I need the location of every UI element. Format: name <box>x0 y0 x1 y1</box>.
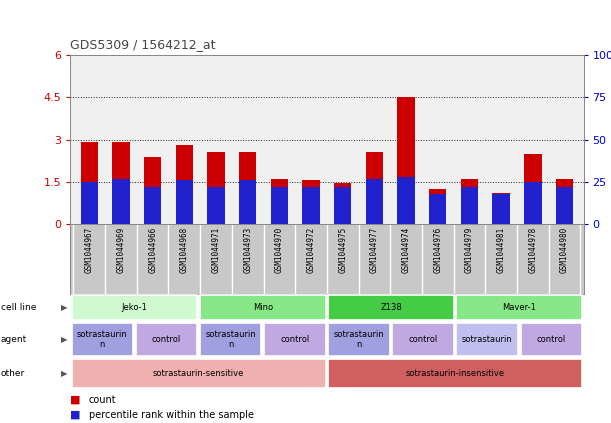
Text: control: control <box>409 335 437 344</box>
Text: ▶: ▶ <box>60 369 67 378</box>
Bar <box>492 194 510 224</box>
Bar <box>136 323 197 356</box>
Bar <box>264 323 326 356</box>
Bar <box>200 323 262 356</box>
Bar <box>200 295 326 320</box>
Bar <box>334 183 351 224</box>
Bar <box>397 97 415 224</box>
Bar <box>239 180 257 224</box>
Bar <box>429 189 447 224</box>
Bar <box>302 187 320 224</box>
Text: GSM1044977: GSM1044977 <box>370 226 379 272</box>
Bar <box>175 145 193 224</box>
Text: Mino: Mino <box>253 303 273 312</box>
Text: ■: ■ <box>70 395 81 405</box>
Text: GDS5309 / 1564212_at: GDS5309 / 1564212_at <box>70 38 216 51</box>
Text: ▶: ▶ <box>60 335 67 344</box>
Text: GSM1044966: GSM1044966 <box>148 226 157 272</box>
Bar <box>144 187 161 224</box>
Bar <box>239 152 257 224</box>
Bar <box>302 181 320 224</box>
Text: sotrastaurin-sensitive: sotrastaurin-sensitive <box>153 369 244 378</box>
Bar <box>71 359 326 388</box>
Bar <box>366 179 383 224</box>
Text: agent: agent <box>1 335 27 344</box>
Bar <box>112 143 130 224</box>
Bar <box>207 152 225 224</box>
Bar <box>524 154 541 224</box>
Text: sotrastaurin
n: sotrastaurin n <box>77 330 128 349</box>
Text: GSM1044976: GSM1044976 <box>433 226 442 272</box>
Bar <box>271 187 288 224</box>
Text: sotrastaurin
n: sotrastaurin n <box>205 330 256 349</box>
Text: ■: ■ <box>70 409 81 420</box>
Text: ▶: ▶ <box>60 303 67 312</box>
Bar <box>521 323 582 356</box>
Bar <box>461 179 478 224</box>
Bar <box>556 187 573 224</box>
Bar <box>328 323 390 356</box>
Bar <box>492 193 510 224</box>
Text: GSM1044979: GSM1044979 <box>465 226 474 272</box>
Bar <box>556 179 573 224</box>
Text: GSM1044967: GSM1044967 <box>85 226 93 272</box>
Bar <box>144 157 161 224</box>
Bar <box>456 323 518 356</box>
Bar <box>207 187 225 224</box>
Bar <box>328 359 582 388</box>
Text: control: control <box>152 335 181 344</box>
Bar <box>397 177 415 224</box>
Text: GSM1044970: GSM1044970 <box>275 226 284 272</box>
Bar <box>81 182 98 224</box>
Bar <box>112 179 130 224</box>
Text: percentile rank within the sample: percentile rank within the sample <box>89 409 254 420</box>
Bar <box>328 295 454 320</box>
Text: Z138: Z138 <box>380 303 402 312</box>
Bar <box>461 187 478 224</box>
Text: cell line: cell line <box>1 303 36 312</box>
Bar <box>71 295 197 320</box>
Text: sotrastaurin-insensitive: sotrastaurin-insensitive <box>406 369 505 378</box>
Text: GSM1044974: GSM1044974 <box>401 226 411 272</box>
Bar <box>175 180 193 224</box>
Bar <box>271 179 288 224</box>
Text: count: count <box>89 395 116 405</box>
Bar <box>429 194 447 224</box>
Text: control: control <box>537 335 566 344</box>
Text: GSM1044975: GSM1044975 <box>338 226 347 272</box>
Bar <box>71 323 133 356</box>
Text: GSM1044978: GSM1044978 <box>529 226 537 272</box>
Bar <box>366 152 383 224</box>
Bar <box>392 323 454 356</box>
Text: Maver-1: Maver-1 <box>502 303 536 312</box>
Text: GSM1044969: GSM1044969 <box>117 226 125 272</box>
Text: GSM1044968: GSM1044968 <box>180 226 189 272</box>
Text: other: other <box>1 369 25 378</box>
Text: control: control <box>280 335 309 344</box>
Text: GSM1044972: GSM1044972 <box>307 226 315 272</box>
Bar <box>334 187 351 224</box>
Text: sotrastaurin
n: sotrastaurin n <box>334 330 384 349</box>
Text: sotrastaurin: sotrastaurin <box>462 335 513 344</box>
Text: GSM1044973: GSM1044973 <box>243 226 252 272</box>
Text: GSM1044980: GSM1044980 <box>560 226 569 272</box>
Bar <box>81 143 98 224</box>
Bar <box>456 295 582 320</box>
Text: GSM1044981: GSM1044981 <box>497 226 506 272</box>
Bar <box>524 182 541 224</box>
Text: GSM1044971: GSM1044971 <box>211 226 221 272</box>
Text: Jeko-1: Jeko-1 <box>122 303 147 312</box>
